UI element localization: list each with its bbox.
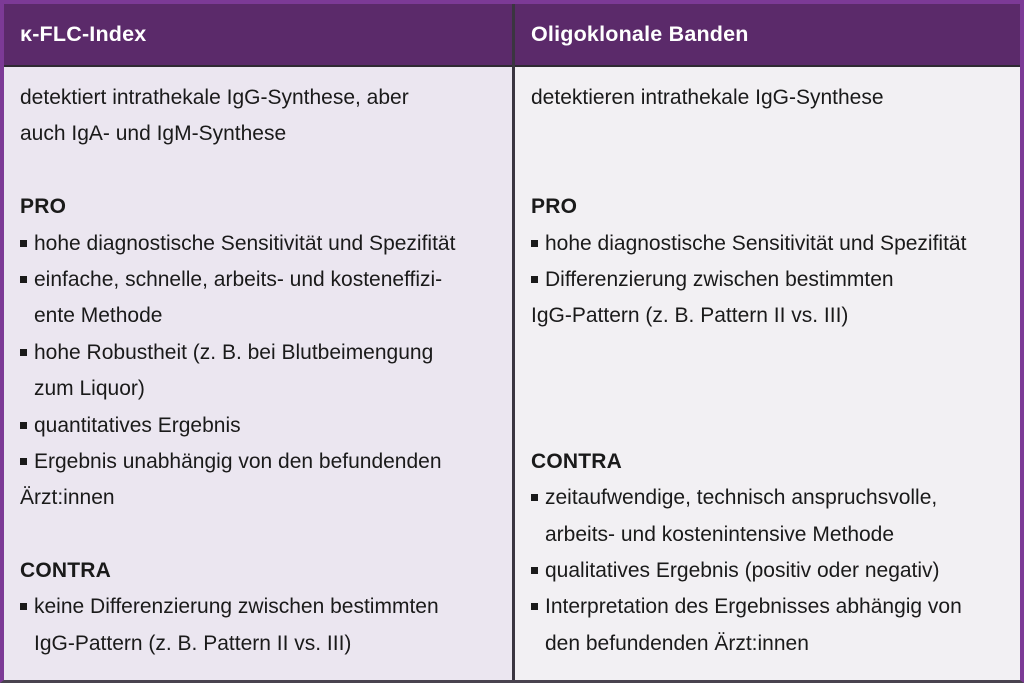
text-line: IgG-Pattern (z. B. Pattern II vs. III) [20,626,502,662]
blank-line [531,371,1010,407]
line-text: CONTRA [20,559,112,583]
line-text: IgG-Pattern (z. B. Pattern II vs. III) [34,631,352,655]
column-oligoklonale-banden: Oligoklonale Banden detektieren intrathe… [512,4,1020,680]
line-text: ente Methode [34,304,163,328]
line-text: hohe diagnostische Sensitivität und Spez… [34,231,456,255]
line-text: PRO [20,195,67,219]
bullet-square-icon [20,275,27,283]
line-text: den befundenden Ärzt:innen [545,631,809,655]
text-line: ente Methode [20,298,502,334]
line-text: arbeits- und kostenintensive Methode [545,522,895,546]
section-heading: PRO [20,189,502,225]
line-text: auch IgA- und IgM-Synthese [20,122,287,146]
line-text: Ergebnis unabhängig von den befundenden [34,449,442,473]
text-line: detektiert intrathekale IgG-Synthese, ab… [20,80,502,116]
text-line: den befundenden Ärzt:innen [531,626,1010,662]
bullet-item: quantitatives Ergebnis [20,408,502,444]
column-header-kflc-index: κ-FLC-Index [4,4,512,67]
line-text: zeitaufwendige, technisch anspruchsvolle… [545,486,938,510]
text-line: zum Liquor) [20,371,502,407]
bullet-item: einfache, schnelle, arbeits- und kostene… [20,262,502,298]
bullet-square-icon [531,275,538,283]
line-text: hohe Robustheit (z. B. bei Blutbeimengun… [34,340,434,364]
column-header-oligoklonale-banden: Oligoklonale Banden [515,4,1020,67]
bottom-margin [0,683,1024,694]
bullet-item: Interpretation des Ergebnisses abhängig … [531,589,1010,625]
bullet-item: qualitatives Ergebnis (positiv oder nega… [531,553,1010,589]
line-text: PRO [531,195,578,219]
blank-line [531,153,1010,189]
bullet-square-icon [531,239,538,247]
column-body-oligoklonale-banden: detektieren intrathekale IgG-Synthese PRO… [515,67,1020,680]
line-text: einfache, schnelle, arbeits- und kostene… [34,267,443,291]
line-text: detektieren intrathekale IgG-Synthese [531,86,884,109]
line-text: qualitatives Ergebnis (positiv oder nega… [545,559,940,583]
bullet-item: Differenzierung zwischen bestimmten [531,262,1010,298]
line-text: Differenzierung zwischen bestimmten [545,267,894,291]
line-text: Ärzt:innen [20,486,115,510]
blank-line [531,408,1010,444]
text-line: detektieren intrathekale IgG-Synthese [531,80,1010,116]
bullet-square-icon [531,603,538,611]
line-text: detektiert intrathekale IgG-Synthese, ab… [20,86,409,109]
line-text: hohe diagnostische Sensitivität und Spez… [545,231,967,255]
section-heading: CONTRA [531,444,1010,480]
line-text: CONTRA [531,449,623,473]
section-heading: PRO [531,189,1010,225]
blank-line [20,153,502,189]
line-text: zum Liquor) [34,377,145,401]
bullet-square-icon [20,421,27,429]
bullet-item: hohe diagnostische Sensitivität und Spez… [531,226,1010,262]
blank-line [531,335,1010,371]
bullet-square-icon [20,457,27,465]
text-line: Ärzt:innen [20,480,502,516]
bullet-item: hohe Robustheit (z. B. bei Blutbeimengun… [20,335,502,371]
bullet-item: zeitaufwendige, technisch anspruchsvolle… [531,480,1010,516]
line-text: quantitatives Ergebnis [34,413,241,437]
blank-line [531,116,1010,152]
text-line: arbeits- und kostenintensive Methode [531,517,1010,553]
line-text: IgG-Pattern (z. B. Pattern II vs. III) [531,304,849,328]
line-text: Interpretation des Ergebnisses abhängig … [545,595,962,619]
column-kflc-index: κ-FLC-Index detektiert intrathekale IgG-… [4,4,512,680]
line-text: keine Differenzierung zwischen bestimmte… [34,595,439,619]
column-body-kflc-index: detektiert intrathekale IgG-Synthese, ab… [4,67,512,680]
bullet-square-icon [20,348,27,356]
bullet-item: Ergebnis unabhängig von den befundenden [20,444,502,480]
bullet-square-icon [20,239,27,247]
bullet-item: keine Differenzierung zwischen bestimmte… [20,589,502,625]
bullet-square-icon [531,567,538,575]
blank-line [20,517,502,553]
bullet-square-icon [531,494,538,502]
section-heading: CONTRA [20,553,502,589]
bullet-item: hohe diagnostische Sensitivität und Spez… [20,226,502,262]
bullet-square-icon [20,603,27,611]
text-line: IgG-Pattern (z. B. Pattern II vs. III) [531,298,1010,334]
text-line: auch IgA- und IgM-Synthese [20,116,502,152]
